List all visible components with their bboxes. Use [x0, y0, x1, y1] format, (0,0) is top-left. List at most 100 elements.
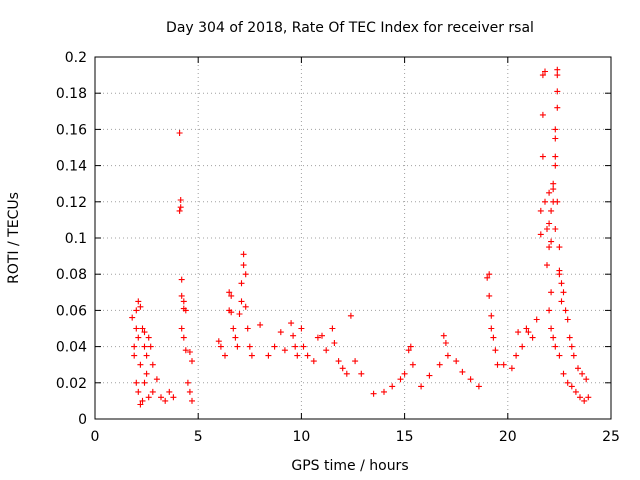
x-tick-label: 0: [91, 429, 100, 445]
data-point: [525, 329, 532, 336]
data-point: [494, 361, 501, 368]
data-point: [135, 298, 142, 305]
data-point: [149, 388, 156, 395]
data-point: [133, 325, 140, 332]
data-point: [546, 220, 553, 227]
data-point: [556, 352, 563, 359]
y-tick-label: 0.06: [56, 303, 87, 319]
data-point: [294, 352, 301, 359]
data-point: [189, 358, 195, 365]
data-point: [444, 352, 451, 359]
data-point: [546, 244, 553, 251]
data-point: [257, 321, 264, 328]
data-point: [552, 153, 559, 160]
y-tick-label: 0.14: [56, 159, 87, 175]
data-point: [290, 332, 297, 339]
data-point: [552, 126, 559, 133]
data-point: [232, 334, 239, 341]
data-point: [314, 334, 321, 341]
data-point: [529, 334, 536, 341]
x-tick-label: 25: [602, 429, 620, 445]
data-point: [418, 383, 425, 390]
data-point: [248, 352, 255, 359]
data-point: [335, 358, 342, 365]
x-tick-label: 15: [396, 429, 414, 445]
data-point: [554, 104, 561, 111]
data-point: [515, 329, 522, 336]
data-point: [546, 189, 553, 196]
data-point: [539, 72, 546, 79]
x-tick-label: 10: [292, 429, 310, 445]
data-point: [147, 343, 154, 350]
data-point: [141, 329, 148, 336]
data-point: [176, 207, 183, 214]
data-point: [546, 307, 553, 314]
data-point: [467, 376, 474, 383]
data-point: [389, 383, 396, 390]
data-point: [177, 204, 184, 211]
data-point: [550, 334, 557, 341]
data-point: [558, 280, 565, 287]
plot-frame: [94, 56, 612, 420]
data-point: [347, 312, 354, 319]
y-axis-label: ROTI / TECUs: [6, 192, 22, 284]
data-point: [177, 197, 184, 203]
data-point: [508, 365, 515, 372]
data-point: [556, 244, 563, 251]
data-point: [537, 231, 544, 238]
data-point: [319, 332, 325, 339]
data-point: [277, 329, 284, 336]
data-point: [519, 343, 526, 350]
data-point: [436, 361, 443, 368]
data-point: [178, 325, 185, 332]
data-point: [230, 325, 237, 332]
data-point: [552, 226, 559, 232]
data-point: [570, 352, 577, 359]
data-point: [568, 383, 575, 390]
data-point: [397, 376, 404, 383]
x-tick-labels: 0 5 10 15 20 25: [91, 429, 620, 445]
data-point: [579, 370, 586, 377]
y-tick-label: 0.1: [65, 231, 87, 247]
data-point: [401, 370, 408, 377]
data-point: [178, 276, 185, 283]
data-point: [575, 365, 581, 372]
data-point: [548, 207, 555, 214]
data-point: [583, 376, 590, 383]
data-point: [500, 361, 507, 368]
data-point: [453, 358, 460, 365]
data-point: [137, 401, 144, 408]
data-point: [228, 292, 235, 299]
data-point: [141, 379, 148, 386]
data-point: [490, 334, 497, 341]
data-point: [135, 334, 142, 341]
data-point: [180, 334, 187, 341]
data-point: [552, 162, 559, 169]
data-point: [265, 352, 272, 359]
data-point: [178, 292, 185, 299]
data-point: [145, 394, 152, 401]
data-point: [577, 394, 583, 401]
data-point: [556, 271, 563, 278]
data-point: [242, 303, 249, 310]
data-point: [475, 383, 482, 390]
data-point: [246, 343, 253, 350]
data-point: [343, 370, 350, 377]
data-point: [170, 394, 177, 401]
data-point: [488, 325, 495, 332]
data-point: [572, 388, 579, 395]
data-point: [486, 271, 493, 278]
data-point: [560, 289, 567, 296]
data-point: [331, 340, 338, 346]
data-point: [548, 289, 555, 296]
data-point: [234, 343, 241, 350]
data-point: [304, 352, 311, 359]
data-point: [244, 325, 251, 332]
data-point: [242, 271, 249, 278]
data-point: [182, 347, 189, 354]
data-point: [281, 347, 288, 354]
data-point: [288, 320, 295, 327]
data-point: [240, 251, 247, 258]
data-points: [129, 66, 592, 408]
data-point: [271, 343, 278, 350]
